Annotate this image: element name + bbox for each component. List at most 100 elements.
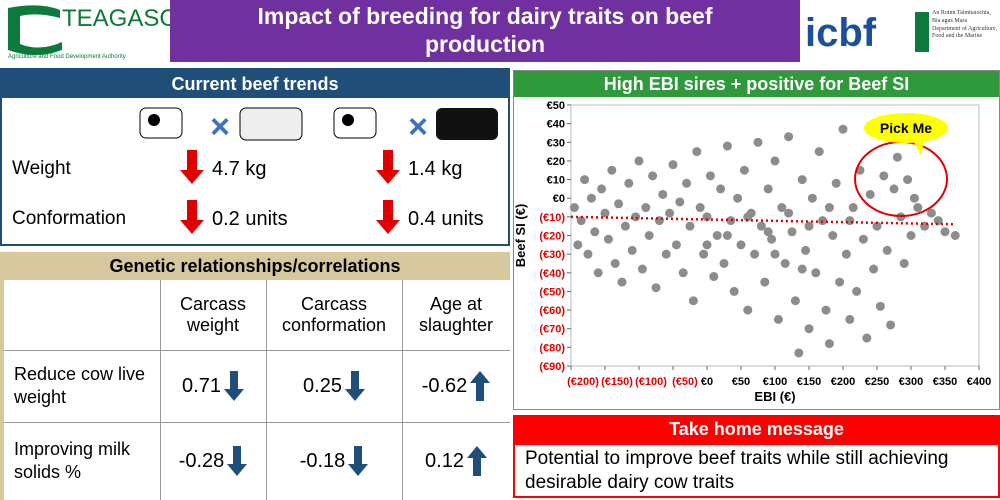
x-tick-label: €200 — [831, 376, 855, 388]
x-tick-label: €400 — [967, 376, 991, 388]
scatter-chart: €50 €40 €30 €20 €10 €0 (€10) (€20) (€30) (€40) (€5… — [513, 100, 991, 404]
scatter-point — [702, 240, 712, 250]
scatter-point — [780, 258, 790, 268]
scatter-point — [756, 221, 766, 231]
scatter-point — [665, 208, 675, 218]
y-tick-label: €50 — [547, 100, 565, 112]
scatter-point — [841, 249, 851, 259]
scatter-point — [590, 227, 600, 237]
correlations-panel: Genetic relationships/correlations Carca… — [0, 252, 510, 500]
scatter-point — [600, 208, 610, 218]
scatter-point — [722, 231, 732, 240]
y-tick-label: (€30) — [539, 249, 565, 261]
correlation-value: -0.28 — [178, 449, 225, 472]
correlation-cell: 0.12 — [402, 422, 510, 500]
x-tick-label: (€150) — [601, 376, 633, 388]
scatter-point — [882, 245, 892, 255]
logo-subtext: An Roinn Talmhaíochta, Bia agus Mara Depa… — [932, 10, 1000, 41]
scatter-point — [807, 193, 817, 203]
scatter-point — [709, 272, 719, 282]
scatter-point — [576, 216, 586, 226]
page-title: Impact of breeding for dairy traits on b… — [170, 0, 800, 62]
scatter-point — [811, 268, 821, 278]
correlation-cell: 0.25 — [266, 350, 402, 422]
down-arrow — [348, 446, 369, 476]
scatter-point — [875, 301, 885, 311]
scatter-point — [750, 249, 760, 259]
trends-graphic: × × Weight 4.7 kg 1.4 kg Conformation 0.2 un… — [12, 107, 498, 234]
up-arrow — [466, 446, 487, 476]
scatter-point — [668, 160, 678, 170]
down-arrow — [180, 200, 204, 234]
cross-symbol: × — [408, 108, 428, 146]
scatter-point — [641, 203, 651, 213]
scatter-point — [705, 171, 715, 181]
scatter-point — [824, 339, 834, 349]
scatter-point — [699, 249, 709, 259]
scatter-point — [678, 268, 688, 278]
y-tick-label: (€60) — [539, 305, 565, 317]
trends-title: Current beef trends — [2, 70, 508, 98]
scatter-point — [624, 178, 634, 188]
row-label: Improving milk solids % — [14, 438, 131, 482]
y-axis-label: Beef SI (€) — [513, 204, 528, 268]
down-arrow — [180, 150, 204, 184]
x-tick-label: (€50) — [672, 376, 698, 388]
scatter-point — [852, 286, 862, 296]
scatter-point — [869, 264, 879, 274]
arrow-icon — [348, 446, 369, 476]
scatter-point — [784, 132, 794, 142]
table-hline — [4, 350, 510, 351]
down-arrow — [227, 446, 248, 476]
y-tick-label: (€10) — [539, 212, 565, 224]
scatter-point — [603, 234, 613, 244]
scatter-point — [610, 258, 620, 268]
scatter-point — [858, 234, 868, 244]
down-arrow — [344, 371, 365, 401]
correlation-cell: -0.62 — [402, 350, 510, 422]
scatter-point — [824, 203, 834, 213]
scatter-point — [865, 189, 875, 199]
scatter-point — [889, 184, 899, 194]
logo-text: icbf — [805, 11, 877, 55]
y-tick-label: (€90) — [539, 361, 565, 373]
x-axis-label: EBI (€) — [754, 389, 795, 404]
scatter-point — [770, 156, 780, 166]
scatter-point — [739, 165, 749, 175]
scatter-point — [804, 221, 814, 231]
scatter-point — [573, 240, 583, 250]
scatter-point — [797, 264, 807, 274]
scatter-point — [583, 249, 593, 259]
scatter-point — [909, 193, 919, 203]
teagasc-logo: TEAGASC Agriculture and Food Development… — [0, 0, 177, 62]
table-hline — [4, 422, 510, 423]
scatter-point — [743, 212, 753, 222]
table-vline — [160, 280, 161, 500]
scatter-point — [784, 208, 794, 218]
trend-value: 1.4 kg — [408, 158, 462, 180]
scatter-point — [722, 141, 732, 151]
scatter-point — [926, 208, 936, 218]
scatter-point — [692, 147, 702, 157]
arrow-icon — [470, 371, 491, 401]
trend-value: 0.2 units — [212, 208, 288, 230]
message-text: Potential to improve beef traits while s… — [513, 443, 1000, 498]
scatter-point — [886, 320, 896, 330]
scatter-point — [835, 277, 845, 287]
column-header: Age at slaughter — [418, 294, 494, 335]
scatter-point — [899, 258, 909, 268]
scatter-point — [950, 231, 960, 240]
scatter-point — [569, 203, 579, 213]
scatter-point — [801, 245, 811, 255]
arrow-icon — [466, 446, 487, 476]
scatter-point — [933, 216, 943, 226]
scatter-point — [797, 175, 807, 185]
trend-value: 0.4 units — [408, 208, 484, 230]
correlation-cell: -0.18 — [266, 422, 402, 500]
scatter-point — [872, 221, 882, 231]
scatter-point — [671, 240, 681, 250]
x-tick-label: (€200) — [567, 376, 599, 388]
ministry-ga: An Roinn Talmhaíochta, Bia agus Mara — [932, 10, 991, 24]
harp-icon — [915, 12, 929, 52]
trend-label: Weight — [12, 158, 72, 179]
